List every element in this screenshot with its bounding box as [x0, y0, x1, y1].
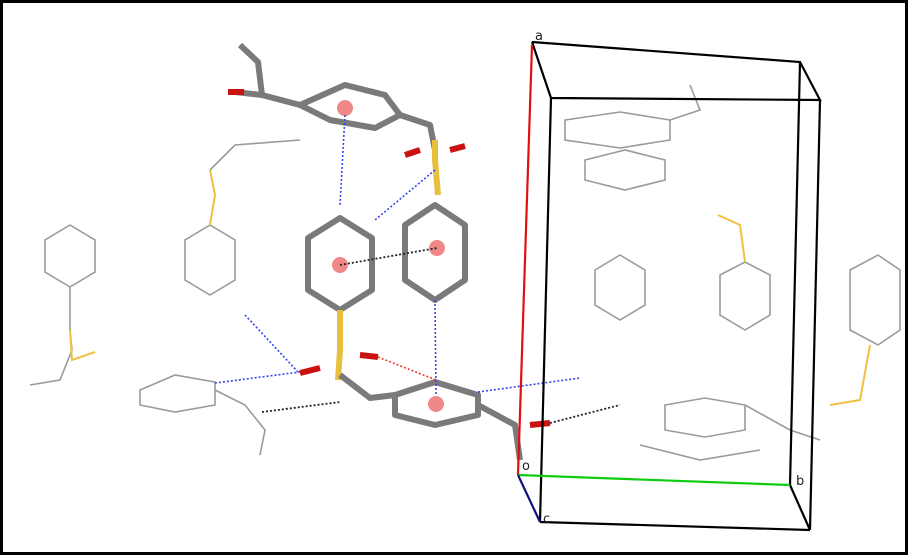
axis-label-a: a [535, 29, 543, 44]
oxygen [450, 146, 465, 150]
axis-label-c: c [543, 512, 550, 527]
sulfonyl [338, 310, 340, 380]
centroid [428, 396, 444, 412]
axis-label-origin: o [522, 459, 530, 474]
oxygen [530, 423, 550, 425]
centroid [429, 240, 445, 256]
sulfonyl [435, 140, 438, 195]
page: a b c o (() => { const data = JSON.parse… [0, 0, 908, 555]
crystal-packing-diagram: a b c o [0, 0, 908, 555]
axis-label-b: b [796, 474, 804, 489]
centroid [337, 100, 353, 116]
oxygen [360, 355, 378, 357]
